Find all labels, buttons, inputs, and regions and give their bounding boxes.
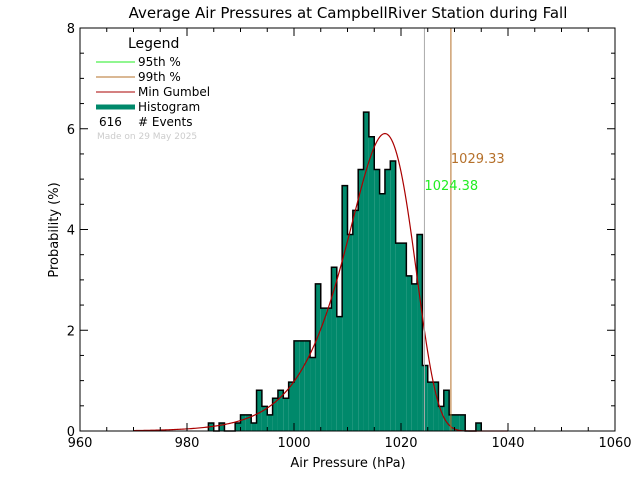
- histogram-bar: [363, 112, 369, 431]
- histogram-bar: [475, 422, 482, 431]
- histogram-bar: [219, 422, 225, 431]
- histogram-bar: [235, 422, 241, 431]
- histogram-bar: [352, 210, 359, 431]
- histogram-bar: [459, 414, 466, 431]
- x-tick-label: 1040: [491, 436, 524, 451]
- histogram-bar: [427, 382, 434, 431]
- histogram-bar: [320, 308, 327, 431]
- histogram-bar: [288, 382, 294, 431]
- x-tick-label: 1060: [598, 436, 631, 451]
- histogram-bar: [358, 169, 364, 431]
- histogram-bar: [283, 398, 289, 431]
- histogram-bar: [438, 406, 444, 431]
- histogram-bar: [406, 275, 412, 431]
- histogram-bar: [299, 340, 305, 431]
- histogram-bar: [336, 316, 343, 431]
- histogram-bar: [449, 414, 455, 431]
- legend: Legend 95th % 99th % Min Gumbel Histogra…: [96, 36, 210, 142]
- y-axis-label: Probability (%): [47, 182, 62, 277]
- legend-title: Legend: [128, 36, 179, 52]
- chart-title: Average Air Pressures at CampbellRiver S…: [129, 4, 568, 22]
- histogram-bar: [422, 365, 428, 431]
- histogram-bar: [251, 422, 257, 431]
- histogram-bar: [294, 340, 300, 431]
- histogram-bar: [433, 382, 439, 431]
- histogram-bar: [401, 243, 407, 431]
- histogram-bar: [417, 234, 423, 431]
- events-count: 616: [99, 115, 122, 129]
- histogram-bar: [267, 414, 273, 431]
- histogram-bar: [240, 414, 246, 431]
- histogram-bar: [411, 283, 418, 431]
- legend-entry-gumbel: Min Gumbel: [138, 85, 210, 99]
- histogram-bar: [261, 406, 268, 431]
- p95-label: 1024.38: [424, 179, 478, 194]
- histogram-bar: [384, 169, 391, 431]
- p99-label: 1029.33: [451, 152, 505, 167]
- histogram-bar: [304, 340, 311, 431]
- histogram-bar: [342, 185, 348, 431]
- plot-area: 1024.38 1029.33 960 980 1000 1020 1040 1060 0 2 4 6…: [67, 22, 632, 451]
- histogram-bar: [256, 390, 262, 431]
- histogram-bar: [454, 414, 460, 431]
- x-axis-label: Air Pressure (hPa): [290, 456, 405, 471]
- histogram-bar: [245, 414, 252, 431]
- x-tick-label: 960: [68, 436, 93, 451]
- histogram-bar: [315, 283, 321, 431]
- histogram-bar: [368, 136, 375, 431]
- y-tick-label: 2: [67, 324, 75, 339]
- histogram-bar: [331, 267, 337, 431]
- histogram-bar: [390, 160, 396, 432]
- histogram-bar: [374, 169, 380, 431]
- y-tick-label: 0: [67, 425, 75, 440]
- legend-entry-histogram: Histogram: [138, 100, 200, 114]
- gumbel-curve: [133, 132, 508, 432]
- x-tick-label: 1020: [384, 436, 417, 451]
- made-on-note: Made on 29 May 2025: [97, 132, 197, 142]
- histogram-bar: [379, 193, 385, 431]
- histogram-bar: [347, 234, 353, 431]
- y-tick-label: 6: [67, 123, 75, 138]
- histogram-bar: [310, 357, 316, 431]
- histogram-bar: [277, 390, 284, 431]
- legend-entry-p99: 99th %: [138, 70, 181, 84]
- histogram-bar: [443, 390, 450, 431]
- histogram-bar: [272, 398, 278, 431]
- y-tick-label: 8: [67, 22, 75, 37]
- events-label: # Events: [138, 115, 193, 129]
- x-tick-label: 1000: [277, 436, 310, 451]
- legend-entry-p95: 95th %: [138, 55, 181, 69]
- x-tick-label: 980: [175, 436, 200, 451]
- y-tick-label: 4: [67, 224, 75, 239]
- histogram-outline: [207, 111, 482, 432]
- histogram-bar: [395, 243, 401, 431]
- histogram-bar: [326, 308, 332, 431]
